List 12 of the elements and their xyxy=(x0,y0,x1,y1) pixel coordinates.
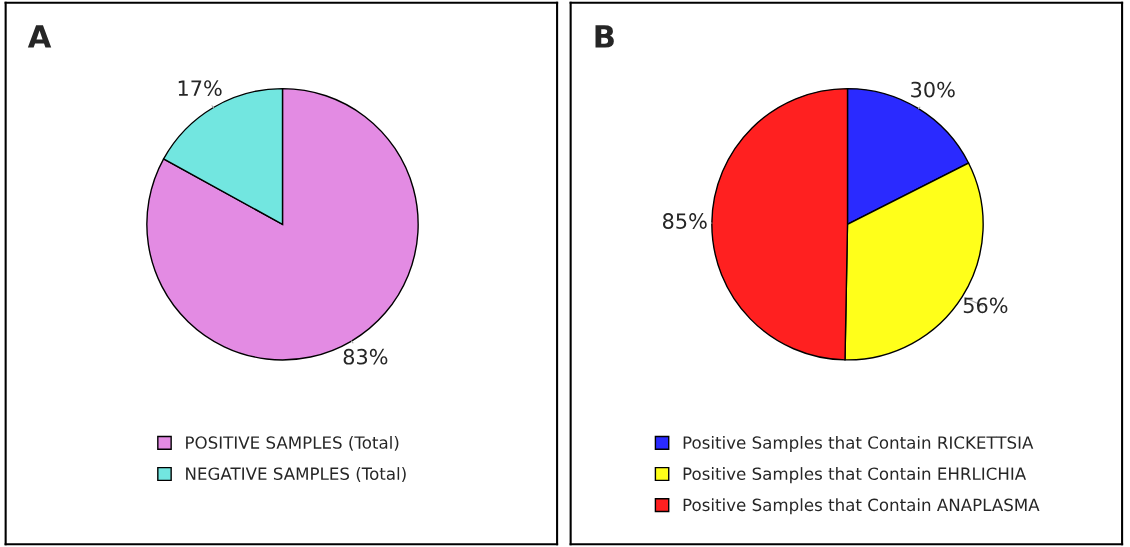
data-label: 85% xyxy=(662,213,707,229)
data-label: 30% xyxy=(911,81,955,98)
data-label: 83% xyxy=(343,348,388,365)
legend-label: Positive Samples that Contain EHRLICHIA xyxy=(683,467,1027,484)
data-label: 17% xyxy=(178,80,222,97)
legend-label: NEGATIVE SAMPLES (Total) xyxy=(186,467,406,482)
legend-label: POSITIVE SAMPLES (Total) xyxy=(186,435,399,451)
legend-label: Positive Samples that Contain RICKETTSIA xyxy=(683,435,1034,453)
chart-title: B xyxy=(595,25,614,48)
legend-label: Positive Samples that Contain ANAPLASMA xyxy=(683,498,1040,515)
data-label: 56% xyxy=(963,297,1008,314)
chart-title: A xyxy=(27,25,52,48)
